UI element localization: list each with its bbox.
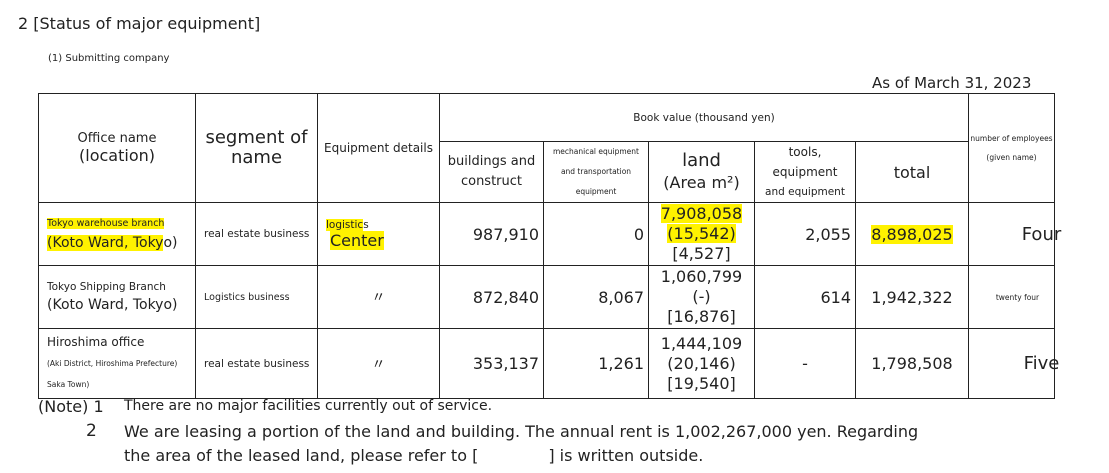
header-office-location: (location): [79, 146, 155, 165]
header-tools: tools, equipment and equipment: [754, 141, 856, 203]
machinery-value: 1,261: [543, 328, 649, 399]
office-location-rest: o): [163, 234, 178, 251]
office-location-cont: Saka Town): [47, 380, 90, 389]
office-cell: Tokyo Shipping Branch (Koto Ward, Tokyo): [38, 265, 196, 329]
table-row: Hiroshima office (Aki District, Hiroshim…: [38, 328, 1059, 399]
table-row: Tokyo Shipping Branch (Koto Ward, Tokyo)…: [38, 265, 1055, 329]
office-name: Tokyo warehouse branch: [47, 217, 165, 229]
land-leased: [16,876]: [667, 307, 736, 326]
header-buildings: buildings and construct: [439, 141, 544, 203]
employees-value: Five: [1023, 353, 1060, 374]
land-cell: 7,908,058 (15,542) [4,527]: [648, 202, 755, 266]
note-1-label: (Note) 1: [38, 397, 104, 416]
employees-value: twenty four: [995, 292, 1040, 302]
header-segment-line2: name: [230, 147, 283, 168]
office-name: Hiroshima office: [47, 335, 145, 349]
header-segment: segment of name: [195, 93, 318, 203]
buildings-value: 872,840: [439, 265, 544, 329]
equipment-cell: 〃: [317, 265, 440, 329]
employees-cell: Four: [968, 202, 1061, 266]
header-employees: number of employees (given name): [968, 93, 1055, 203]
note-2-label: 2: [86, 421, 97, 441]
employees-cell: Five: [968, 328, 1059, 399]
note-2-text-cont-a: the area of the leased land, please refe…: [124, 446, 479, 465]
land-leased: [4,527]: [672, 244, 731, 263]
total-value: 1,942,322: [855, 265, 969, 329]
office-cell: Hiroshima office (Aki District, Hiroshim…: [38, 328, 196, 399]
header-machinery: mechanical equipment and transportation …: [543, 141, 649, 203]
office-location: (Koto Ward, Tokyo): [47, 297, 178, 313]
header-office-name: Office name: [77, 131, 157, 146]
header-tools-line1: tools, equipment: [772, 145, 838, 179]
header-buildings-line1: buildings and: [447, 154, 536, 169]
header-machinery-line1: mechanical equipment: [552, 147, 639, 156]
total-value: 8,898,025: [871, 224, 953, 244]
subsection-title: (1) Submitting company: [48, 53, 170, 64]
land-value: 1,060,799: [660, 267, 743, 286]
tools-value: -: [754, 328, 856, 399]
buildings-value: 353,137: [439, 328, 544, 399]
header-equipment-details: Equipment details: [317, 93, 440, 203]
office-location: (Aki District, Hiroshima Prefecture): [47, 359, 178, 368]
office-cell: Tokyo warehouse branch (Koto Ward, Tokyo…: [38, 202, 196, 266]
land-cell: 1,060,799 (-) [16,876]: [648, 265, 755, 329]
employees-value: Four: [1021, 223, 1062, 245]
header-land: land (Area m²): [648, 141, 755, 203]
note-2-text: We are leasing a portion of the land and…: [124, 422, 919, 441]
header-tools-line2: and equipment: [765, 186, 845, 198]
equipment-cell: logistics Center: [317, 202, 440, 266]
header-book-value: Book value (thousand yen): [439, 93, 969, 142]
buildings-value: 987,910: [439, 202, 544, 266]
total-cell: 8,898,025: [855, 202, 969, 266]
segment-cell: real estate business: [195, 328, 318, 399]
equipment-line1-highlight: logistic: [326, 218, 364, 231]
equipment-cell: 〃: [317, 328, 440, 399]
land-area: (20,146): [667, 353, 736, 373]
header-buildings-line2: construct: [460, 174, 523, 189]
land-value: 7,908,058: [660, 204, 743, 223]
table-row: Tokyo warehouse branch (Koto Ward, Tokyo…: [38, 202, 1061, 266]
note-1-text: There are no major facilities currently …: [124, 398, 493, 414]
machinery-value: 0: [543, 202, 649, 266]
land-leased: [19,540]: [667, 373, 736, 393]
header-land-line2: (Area m²): [663, 173, 740, 192]
equipment-line1-rest: s: [363, 218, 369, 231]
segment-cell: real estate business: [195, 202, 318, 266]
note-2-text-cont-b: ] is written outside.: [548, 446, 704, 465]
section-title: 2 [Status of major equipment]: [18, 14, 261, 33]
office-location-highlight: (Koto Ward, Toky: [47, 234, 164, 251]
land-area: (-): [692, 287, 711, 306]
header-machinery-line2: and transportation equipment: [560, 167, 632, 196]
header-land-line1: land: [682, 150, 721, 171]
machinery-value: 8,067: [543, 265, 649, 329]
tools-value: 2,055: [754, 202, 856, 266]
segment-cell: Logistics business: [195, 265, 318, 329]
land-value: 1,444,109: [660, 333, 743, 353]
equipment-table: Office name (location) segment of name E…: [38, 93, 1061, 399]
equipment-line2: Center: [330, 230, 384, 250]
header-employees-line1: number of employees: [970, 134, 1053, 143]
as-of-date: As of March 31, 2023: [872, 74, 1032, 92]
tools-value: 614: [754, 265, 856, 329]
note-2-text-cont: the area of the leased land, please refe…: [124, 446, 703, 465]
header-office: Office name (location): [38, 93, 196, 203]
land-cell: 1,444,109 (20,146) [19,540]: [648, 328, 755, 399]
header-employees-line2: (given name): [986, 153, 1037, 162]
total-value: 1,798,508: [855, 328, 969, 399]
office-name: Tokyo Shipping Branch: [47, 281, 166, 293]
header-segment-line1: segment of: [205, 127, 308, 148]
land-area: (15,542): [667, 224, 736, 243]
employees-cell: twenty four: [968, 265, 1055, 329]
header-total: total: [855, 141, 969, 203]
